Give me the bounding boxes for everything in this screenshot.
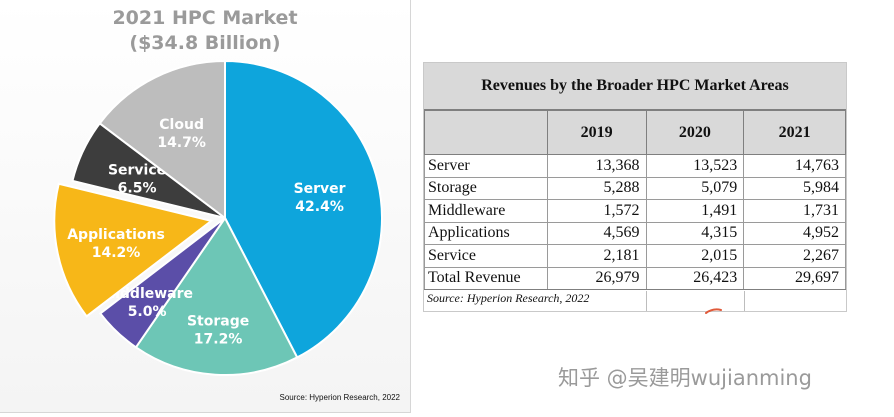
table-row: Middleware 1,572 1,491 1,731: [424, 199, 846, 223]
table-cell: 4,569: [546, 221, 647, 245]
table-cell: 2,015: [645, 244, 745, 268]
revenue-table-panel: Revenues by the Broader HPC Market Areas…: [423, 62, 847, 312]
slice-value-label: 14.2%: [92, 245, 141, 261]
slice-value-label: 42.4%: [295, 199, 344, 215]
table-cell: 13,368: [546, 154, 647, 178]
table-row: Server 13,368 13,523 14,763: [424, 154, 846, 178]
revenue-table: 2019 2020 2021 Server 13,368 13,523 14,7…: [424, 110, 846, 290]
row-label: Storage: [424, 176, 548, 200]
row-label: Server: [424, 154, 548, 178]
pie-chart-panel: 2021 HPC Market ($34.8 Billion) Server 42…: [0, 0, 411, 413]
chart-source: Source: Hyperion Research, 2022: [279, 393, 400, 402]
slice-value-label: 14.7%: [157, 135, 206, 151]
slice-value-label: 5.0%: [128, 304, 167, 320]
slice-value-label: 6.5%: [118, 180, 157, 196]
column-divider: [744, 291, 745, 311]
slice-name-label: Applications: [67, 227, 165, 243]
red-pen-mark: [705, 308, 722, 314]
row-label: Applications: [424, 221, 548, 245]
watermark-text: 知乎 @吴建明wujianming: [558, 366, 812, 390]
table-cell: 26,979: [546, 266, 647, 290]
table-cell: 1,731: [743, 199, 846, 223]
table-cell: 5,079: [645, 176, 745, 200]
row-label: Middleware: [424, 199, 548, 223]
table-header-row: 2019 2020 2021: [424, 110, 846, 155]
table-total-row: Total Revenue 26,979 26,423 29,697: [424, 266, 846, 290]
chart-title: 2021 HPC Market: [112, 7, 298, 29]
table-header-cell: 2021: [743, 110, 846, 155]
table-header-cell: 2019: [546, 110, 647, 155]
slice-name-label: Storage: [187, 314, 249, 330]
table-header-cell: [424, 110, 548, 155]
table-cell: 5,288: [546, 176, 647, 200]
column-divider: [646, 291, 647, 311]
pie-slice-cloud: [98, 59, 226, 221]
table-cell: 29,697: [743, 266, 846, 290]
table-cell: 26,423: [645, 266, 745, 290]
table-caption: Revenues by the Broader HPC Market Areas: [424, 63, 846, 110]
pie-slice-server: [224, 59, 383, 359]
table-cell: 2,181: [546, 244, 647, 268]
slice-name-label: Middleware: [101, 286, 193, 302]
table-cell: 1,491: [645, 199, 745, 223]
slice-name-label: Cloud: [159, 117, 204, 133]
table-source: Source: Hyperion Research, 2022: [427, 291, 590, 305]
table-cell: 2,267: [743, 244, 846, 268]
chart-subtitle: ($34.8 Billion): [129, 32, 281, 54]
table-row: Service 2,181 2,015 2,267: [424, 244, 846, 268]
table-row: Applications 4,569 4,315 4,952: [424, 221, 846, 245]
table-cell: 5,984: [743, 176, 846, 200]
table-header-cell: 2020: [645, 110, 745, 155]
slice-name-label: Server: [294, 181, 346, 197]
table-row: Storage 5,288 5,079 5,984: [424, 176, 846, 200]
pie-chart: Server 42.4% Storage 17.2% Middleware 5.0% App…: [53, 59, 383, 376]
table-cell: 13,523: [645, 154, 745, 178]
table-cell: 4,315: [645, 221, 745, 245]
table-cell: 14,763: [743, 154, 846, 178]
pie-slice-storage: [134, 216, 299, 376]
pie-slice-middleware: [98, 217, 226, 349]
table-cell: 1,572: [546, 199, 647, 223]
slice-value-label: 17.2%: [194, 332, 243, 348]
table-cell: 4,952: [743, 221, 846, 245]
row-label: Service: [424, 244, 548, 268]
slice-name-label: Service: [108, 162, 166, 178]
row-label: Total Revenue: [424, 266, 548, 290]
pie-slice-applications: [53, 182, 214, 318]
